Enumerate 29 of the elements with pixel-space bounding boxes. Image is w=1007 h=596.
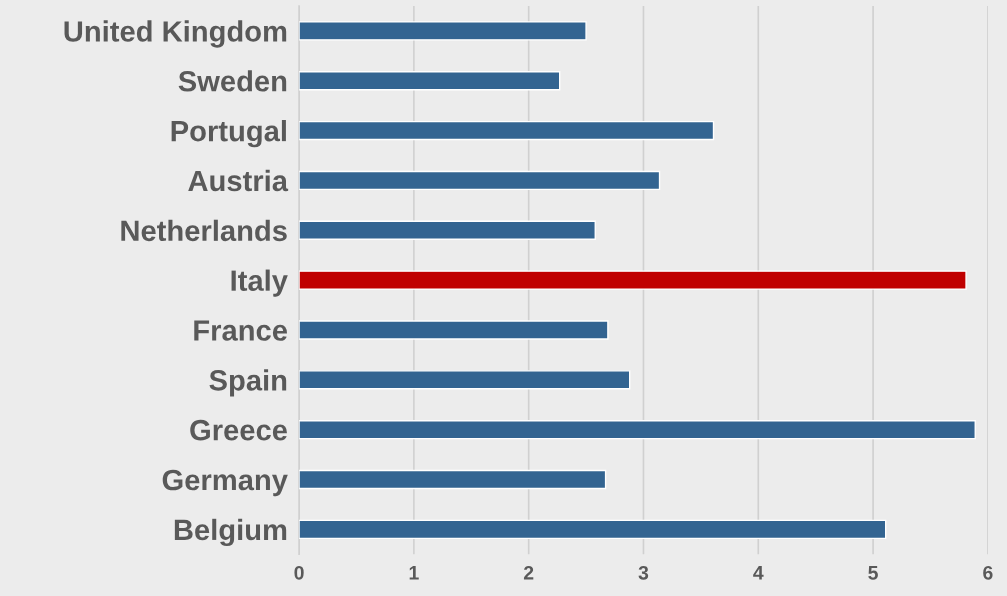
y-tick-label: Portugal [171, 120, 286, 148]
y-tick-label: France [194, 320, 287, 341]
bar [299, 320, 609, 340]
bar [299, 519, 887, 540]
y-tick-label: Belgium [174, 518, 287, 547]
x-tick-label: 6 [983, 565, 993, 580]
bar [299, 170, 661, 191]
y-tick-label: Spain [209, 369, 287, 397]
x-tick-label: 3 [638, 565, 649, 580]
y-tick-label: Sweden [178, 70, 287, 92]
bar [299, 469, 607, 490]
y-tick-label: Austria [188, 169, 289, 192]
bar [299, 220, 596, 240]
bar [299, 120, 715, 141]
y-tick-label: Germany [162, 469, 288, 497]
x-tick-label: 0 [294, 565, 304, 580]
x-tick-label: 5 [868, 566, 878, 580]
y-tick-label: United Kingdom [64, 20, 287, 48]
y-tick-label: Greece [190, 419, 287, 441]
y-tick-label: Netherlands [121, 219, 287, 242]
x-tick-label: 2 [523, 565, 534, 580]
x-tick-label: 1 [409, 566, 419, 580]
bar [299, 71, 561, 91]
y-tick-label: Italy [231, 269, 288, 297]
bar [299, 21, 587, 41]
bar [299, 270, 967, 290]
bar [299, 419, 976, 440]
bar [299, 370, 631, 390]
x-tick-label: 4 [753, 566, 764, 580]
